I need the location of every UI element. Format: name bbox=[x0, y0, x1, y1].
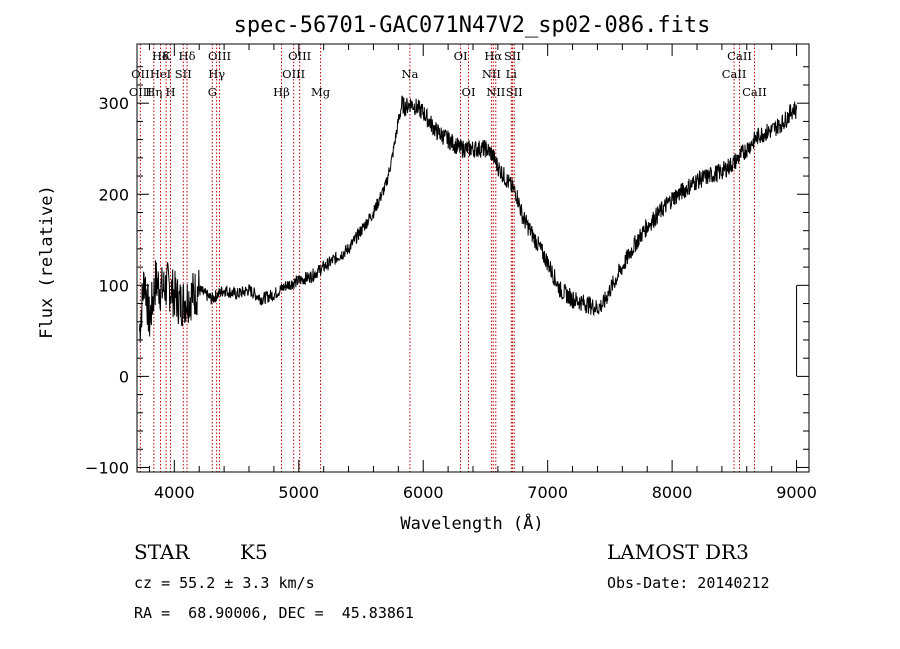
x-axis-label: Wavelength (Å) bbox=[400, 512, 543, 534]
plot-frame bbox=[136, 43, 810, 473]
emission-line-label: Hα bbox=[484, 49, 502, 63]
y-tick-label: −100 bbox=[85, 458, 129, 477]
emission-line-label: Li bbox=[506, 67, 518, 81]
emission-line-label: CaII bbox=[742, 85, 767, 99]
emission-line-label: K bbox=[162, 49, 171, 63]
emission-line-label: OIII bbox=[288, 49, 311, 63]
y-tick-label: 100 bbox=[98, 276, 129, 295]
emission-line-label: NII bbox=[482, 67, 501, 81]
y-tick-label: 0 bbox=[119, 367, 129, 386]
emission-line-label: OI bbox=[462, 85, 476, 99]
emission-line-label: H bbox=[165, 85, 175, 99]
emission-line-label: Hδ bbox=[179, 49, 196, 63]
spectrum-line bbox=[139, 95, 798, 342]
axis-ticks: 4000 5000 6000 7000 8000 9000 −100 0 100 200 300 bbox=[85, 44, 817, 502]
emission-line-label: SII bbox=[175, 67, 192, 81]
emission-line-label: Mg bbox=[311, 85, 331, 99]
obs-date: Obs-Date: 20140212 bbox=[607, 574, 770, 592]
spectrum-series bbox=[139, 95, 798, 377]
emission-line-label: Hδ bbox=[152, 49, 169, 63]
emission-line-label: SII bbox=[506, 85, 523, 99]
emission-line-markers bbox=[139, 44, 755, 472]
object-subclass: K5 bbox=[240, 540, 268, 564]
emission-line-label: Hη bbox=[145, 85, 162, 99]
emission-line-label: OIII bbox=[282, 67, 305, 81]
emission-line-label: NII bbox=[486, 85, 505, 99]
x-tick-label: 8000 bbox=[652, 483, 693, 502]
emission-line-label: CaII bbox=[722, 67, 747, 81]
emission-line-label: OIII bbox=[208, 49, 231, 63]
emission-line-label: SII bbox=[504, 49, 521, 63]
y-tick-label: 300 bbox=[98, 94, 129, 113]
x-tick-label: 4000 bbox=[154, 483, 195, 502]
x-tick-label: 5000 bbox=[278, 483, 319, 502]
y-axis-label: Flux (relative) bbox=[37, 185, 57, 339]
emission-line-label: CaII bbox=[727, 49, 752, 63]
coordinates: RA = 68.90006, DEC = 45.83861 bbox=[134, 604, 414, 622]
emission-line-label: Na bbox=[401, 67, 418, 81]
emission-line-label: HeI bbox=[150, 67, 171, 81]
x-tick-label: 6000 bbox=[403, 483, 444, 502]
emission-line-label: G bbox=[208, 85, 217, 99]
x-tick-label: 7000 bbox=[527, 483, 568, 502]
y-tick-label: 200 bbox=[98, 185, 129, 204]
emission-line-label: OIII bbox=[129, 85, 152, 99]
emission-line-label: Hγ bbox=[208, 67, 225, 81]
emission-line-label: OII bbox=[131, 67, 150, 81]
emission-line-label: OI bbox=[454, 49, 468, 63]
chart-title: spec-56701-GAC071N47V2_sp02-086.fits bbox=[234, 13, 711, 38]
object-class: STAR bbox=[134, 540, 190, 564]
survey-name: LAMOST DR3 bbox=[607, 540, 749, 564]
emission-line-label: Hβ bbox=[273, 85, 290, 99]
redshift-readout: cz = 55.2 ± 3.3 km/s bbox=[134, 574, 315, 592]
x-tick-label: 9000 bbox=[776, 483, 817, 502]
